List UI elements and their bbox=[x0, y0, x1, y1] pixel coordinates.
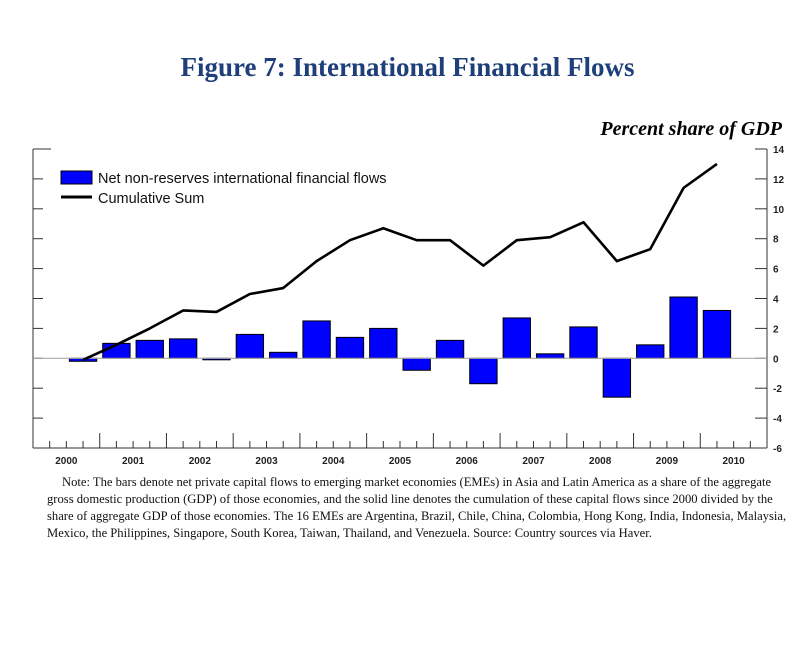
legend-bar-label: Net non-reserves international financial… bbox=[98, 171, 387, 187]
bar bbox=[235, 333, 265, 359]
legend-bar-swatch bbox=[60, 170, 93, 185]
x-tick-label: 2009 bbox=[656, 456, 679, 467]
y-tick-label: 0 bbox=[773, 354, 779, 365]
bar bbox=[535, 353, 565, 359]
y-tick-label: 12 bbox=[773, 175, 785, 186]
y-tick-label: 8 bbox=[773, 235, 779, 246]
x-tick-label: 2007 bbox=[522, 456, 545, 467]
x-tick-label: 2010 bbox=[723, 456, 746, 467]
bar bbox=[402, 357, 431, 371]
cumulative-sum-line bbox=[82, 162, 718, 361]
bar bbox=[469, 357, 498, 385]
y-tick-label: -2 bbox=[773, 384, 782, 395]
legend-line-label: Cumulative Sum bbox=[98, 191, 204, 207]
bar bbox=[435, 339, 465, 359]
bar bbox=[702, 309, 732, 359]
bar bbox=[602, 357, 632, 398]
bars bbox=[68, 296, 732, 398]
y-tick-label: -6 bbox=[773, 444, 782, 455]
x-tick-label: 2006 bbox=[456, 456, 479, 467]
bar bbox=[636, 344, 665, 359]
y-tick-label: 10 bbox=[773, 205, 785, 216]
bar bbox=[269, 351, 298, 359]
y-tick-label: 2 bbox=[773, 324, 779, 335]
bar bbox=[168, 338, 198, 359]
y-tick-label: 14 bbox=[773, 145, 785, 156]
y-tick-label: 4 bbox=[773, 295, 779, 306]
bar bbox=[302, 320, 331, 359]
y-tick-label: 6 bbox=[773, 265, 779, 276]
y-tick-label: -4 bbox=[773, 414, 782, 425]
x-tick-label: 2001 bbox=[122, 456, 145, 467]
chart-title: Figure 7: International Financial Flows bbox=[180, 52, 635, 82]
x-tick-label: 2002 bbox=[189, 456, 212, 467]
unit-label: Percent share of GDP bbox=[600, 118, 782, 140]
bar bbox=[502, 317, 531, 359]
bar bbox=[335, 336, 365, 359]
bar bbox=[669, 296, 698, 359]
bar bbox=[369, 327, 398, 359]
x-tick-label: 2005 bbox=[389, 456, 412, 467]
axes: 14 12 10 8 6 4 2 0 -2 -4 -6 2000 2001 2002 2003 2004 200… bbox=[32, 145, 785, 467]
x-tick-label: 2003 bbox=[255, 456, 278, 467]
figure-note: Note: The bars denote net private capita… bbox=[47, 475, 787, 540]
x-tick-label: 2008 bbox=[589, 456, 612, 467]
bar bbox=[569, 326, 598, 359]
legend: Net non-reserves international financial… bbox=[60, 170, 387, 207]
x-tick-label: 2000 bbox=[55, 456, 78, 467]
x-tick-label: 2004 bbox=[322, 456, 345, 467]
bar bbox=[135, 339, 164, 359]
